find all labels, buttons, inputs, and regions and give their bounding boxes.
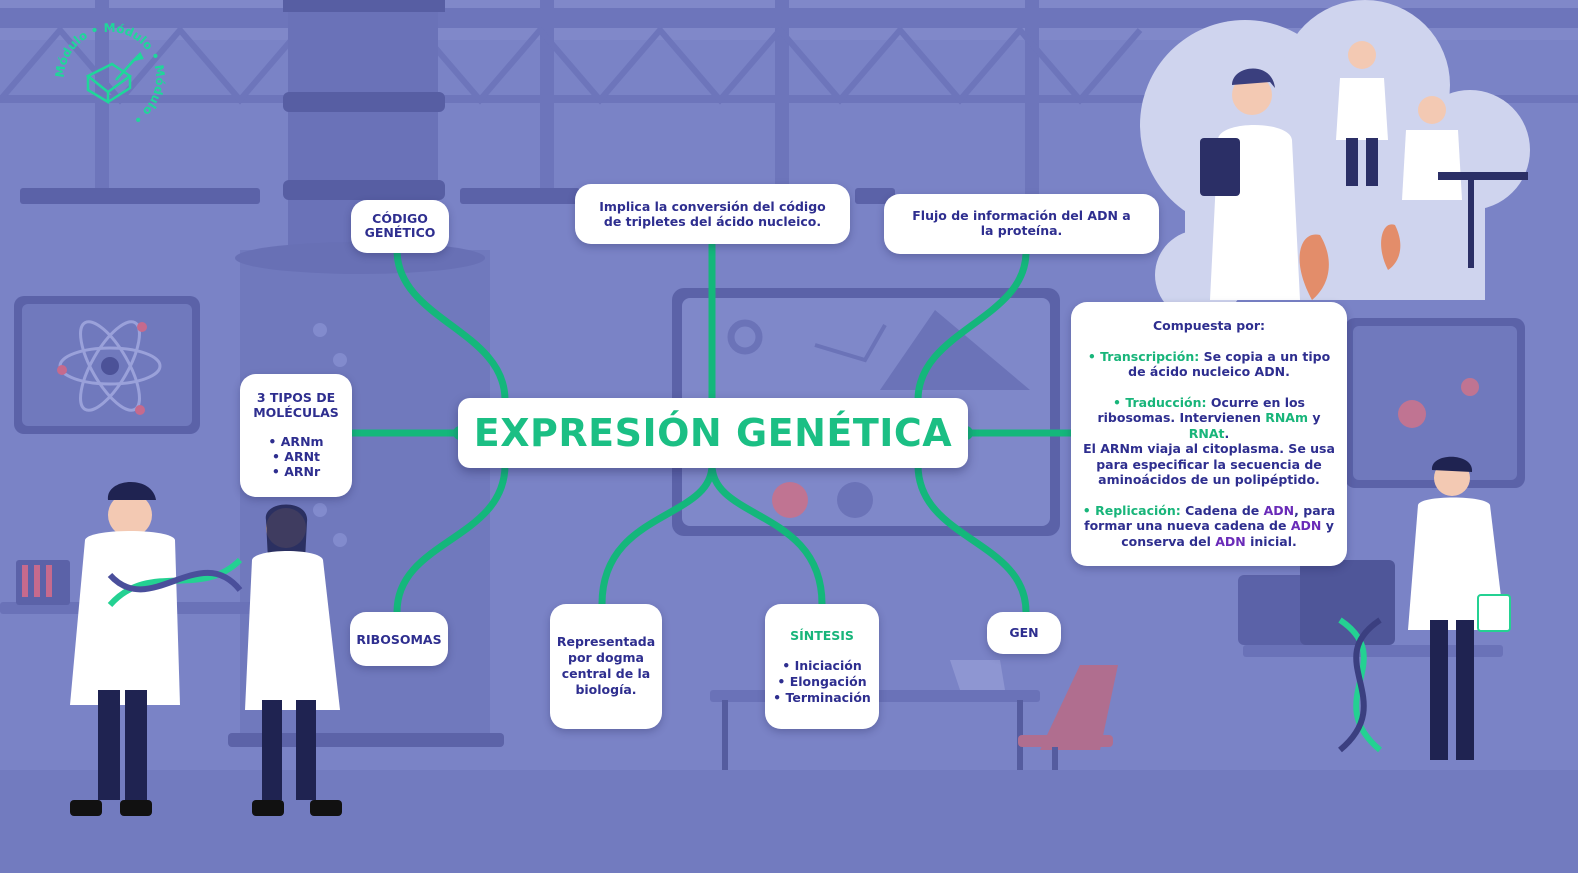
compuesta-replicacion-line2: formar una nueva cadena de ADN y <box>1084 518 1334 533</box>
node-tipos-moleculas: 3 TIPOS DE MOLÉCULAS • ARNm • ARNt • ARN… <box>240 374 352 497</box>
node-tipos-line2: MOLÉCULAS <box>253 405 339 420</box>
list-item: • ARNt <box>271 449 321 464</box>
list-item: • ARNr <box>271 464 321 479</box>
node-ribosomas: RIBOSOMAS <box>350 612 448 666</box>
node-tipos-line1: 3 TIPOS DE <box>256 390 336 405</box>
node-gen: GEN <box>987 612 1061 654</box>
node-codigo-genetico: CÓDIGO GENÉTICO <box>351 200 449 253</box>
node-codigo-line2: GENÉTICO <box>364 225 436 240</box>
node-implica: Implica la conversión del código de trip… <box>575 184 850 244</box>
compuesta-traduccion-line2: ribosomas. Intervienen RNAm y <box>1097 410 1321 425</box>
compuesta-traduccion-line3: RNAt. <box>1188 425 1230 441</box>
node-compuesta: Compuesta por: • Transcripción: Se copia… <box>1071 302 1347 566</box>
central-topic: EXPRESIÓN GENÉTICA <box>458 398 968 468</box>
compuesta-heading: Compuesta por: <box>1152 318 1265 333</box>
node-dogma-line3: central de la <box>561 666 651 681</box>
modulo-logo: Módulo • Módulo • Módulo • <box>53 21 168 128</box>
node-flujo-line1: Flujo de información del ADN a <box>912 208 1131 223</box>
compuesta-transcripcion: • Transcripción: Se copia a un tipo <box>1087 348 1331 364</box>
node-ribosomas-label: RIBOSOMAS <box>356 632 442 647</box>
node-flujo-line2: la proteína. <box>980 223 1063 238</box>
compuesta-replicacion-line3: conserva del ADN inicial. <box>1121 533 1297 549</box>
node-dogma-line4: biología. <box>575 682 637 697</box>
central-title: EXPRESIÓN GENÉTICA <box>473 411 953 455</box>
node-gen-label: GEN <box>1009 625 1039 640</box>
node-dogma: Representada por dogma central de la bio… <box>550 604 662 729</box>
compuesta-replicacion: • Replicación: Cadena de ADN, para <box>1082 502 1336 518</box>
list-item: • Elongación <box>777 674 867 689</box>
node-implica-line1: Implica la conversión del código <box>599 199 826 214</box>
node-flujo: Flujo de información del ADN a la proteí… <box>884 194 1159 254</box>
node-implica-line2: de tripletes del ácido nucleico. <box>603 214 822 229</box>
compuesta-arnm-line2: para especificar la secuencia de <box>1096 456 1322 472</box>
compuesta-traduccion: • Traducción: Ocurre en los <box>1112 394 1306 410</box>
node-dogma-line2: por dogma <box>568 650 644 665</box>
compuesta-arnm-line3: aminoácidos de un polipéptido. <box>1098 472 1320 487</box>
svg-text:Módulo • Módulo • Módulo •: Módulo • Módulo • Módulo • <box>53 21 168 128</box>
list-item: • Terminación <box>773 690 871 705</box>
puzzle-pencil-icon <box>85 51 144 105</box>
node-dogma-line1: Representada <box>556 634 656 649</box>
list-item: • ARNm <box>268 434 324 449</box>
node-sintesis: SÍNTESIS • Iniciación • Elongación • Ter… <box>765 604 879 729</box>
compuesta-transcripcion-line2: de ácido nucleico ADN. <box>1128 364 1290 379</box>
list-item: • Iniciación <box>782 658 862 673</box>
node-sintesis-title: SÍNTESIS <box>790 628 854 643</box>
compuesta-arnm-line1: El ARNm viaja al citoplasma. Se usa <box>1083 441 1335 456</box>
node-codigo-line1: CÓDIGO <box>372 211 428 226</box>
